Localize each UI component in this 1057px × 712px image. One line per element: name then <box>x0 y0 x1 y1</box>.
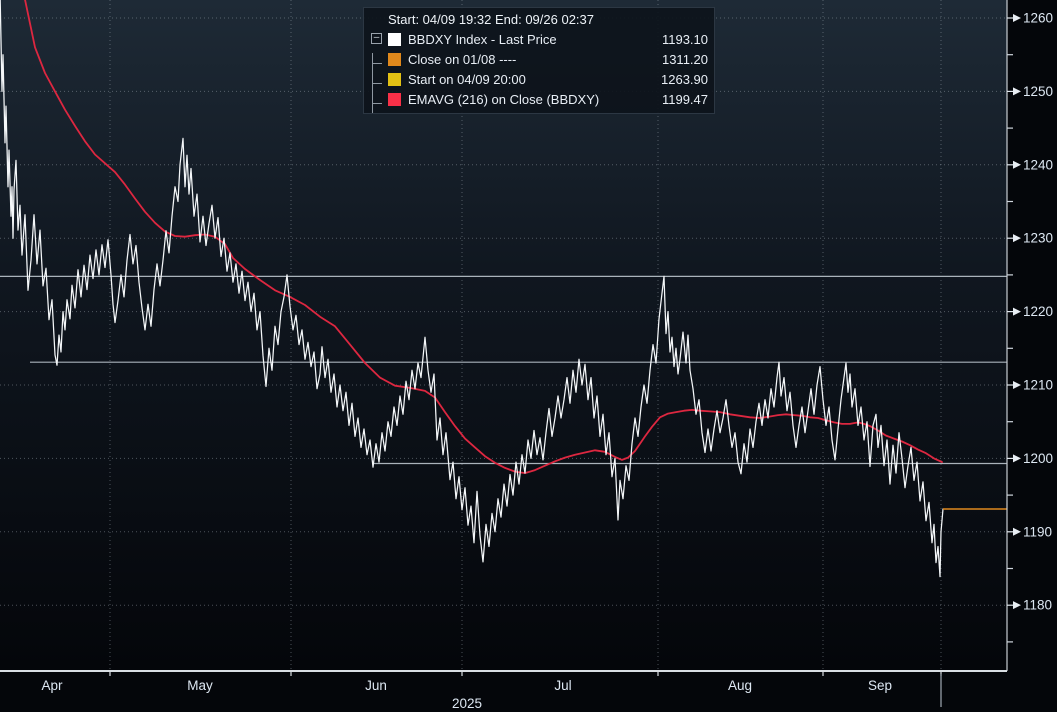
legend-row-emavg[interactable]: EMAVG (216) on Close (BBDXY) 1199.47 <box>368 89 708 109</box>
x-axis: Apr May Jun Jul Aug Sep 2025 <box>41 671 942 711</box>
horizontal-reference-lines[interactable] <box>0 275 1007 465</box>
series-label: EMAVG (216) on Close (BBDXY) <box>408 91 600 107</box>
month-label-jul: Jul <box>554 678 571 693</box>
legend-tree-stub <box>373 103 382 104</box>
legend-row-close[interactable]: Close on 01/08 ---- 1311.20 <box>368 49 708 69</box>
series-value: 1311.20 <box>661 51 708 67</box>
legend-time-range: Start: 04/09 19:32 End: 09/26 02:37 <box>388 12 594 27</box>
y-tick-arrow-icon <box>1013 380 1021 389</box>
chart-legend: Start: 04/09 19:32 End: 09/26 02:37 – BB… <box>363 7 715 114</box>
legend-tree-stub <box>373 83 382 84</box>
series-label: Start on 04/09 20:00 <box>408 71 526 87</box>
month-label-may: May <box>187 678 213 693</box>
series-value: 1193.10 <box>661 31 708 47</box>
y-axis-label: 1190 <box>1023 524 1052 539</box>
y-axis-label: 1220 <box>1023 304 1053 319</box>
y-axis-label: 1260 <box>1023 11 1053 26</box>
price-line <box>0 0 944 578</box>
series-swatch-last-price <box>388 32 401 46</box>
legend-tree-stub <box>373 63 382 64</box>
y-axis-label: 1210 <box>1023 378 1053 393</box>
month-label-sep: Sep <box>868 678 892 693</box>
y-tick-arrow-icon <box>1013 87 1021 96</box>
y-tick-arrow-icon <box>1013 601 1021 610</box>
y-axis-label: 1250 <box>1023 84 1053 99</box>
y-tick-arrow-icon <box>1013 234 1021 243</box>
legend-tree-line <box>372 53 373 113</box>
y-axis: 1180 1190 1200 1210 1220 1230 1240 1250 1260 <box>1007 11 1053 643</box>
series-swatch-close <box>388 52 401 66</box>
series-value: 1263.90 <box>661 71 708 87</box>
series-swatch-start <box>388 72 401 86</box>
legend-row-last-price[interactable]: – BBDXY Index - Last Price 1193.10 <box>368 29 708 49</box>
y-tick-arrow-icon <box>1013 13 1021 22</box>
series-swatch-emavg <box>388 92 401 106</box>
month-label-jun: Jun <box>365 678 387 693</box>
y-axis-label: 1180 <box>1023 598 1052 613</box>
year-label: 2025 <box>452 696 482 711</box>
series-label: BBDXY Index - Last Price <box>408 31 557 47</box>
month-label-apr: Apr <box>41 678 63 693</box>
y-tick-arrow-icon <box>1013 454 1021 463</box>
y-tick-arrow-icon <box>1013 307 1021 316</box>
legend-row-start[interactable]: Start on 04/09 20:00 1263.90 <box>368 69 708 89</box>
series-label: Close on 01/08 ---- <box>408 51 517 67</box>
legend-collapse-icon[interactable]: – <box>371 33 382 44</box>
y-tick-arrow-icon <box>1013 527 1021 536</box>
month-label-aug: Aug <box>728 678 752 693</box>
y-axis-label: 1200 <box>1023 451 1053 466</box>
y-axis-label: 1240 <box>1023 157 1053 172</box>
series-value: 1199.47 <box>661 91 708 107</box>
y-axis-label: 1230 <box>1023 231 1053 246</box>
emavg-line <box>24 0 943 475</box>
y-tick-arrow-icon <box>1013 160 1021 169</box>
